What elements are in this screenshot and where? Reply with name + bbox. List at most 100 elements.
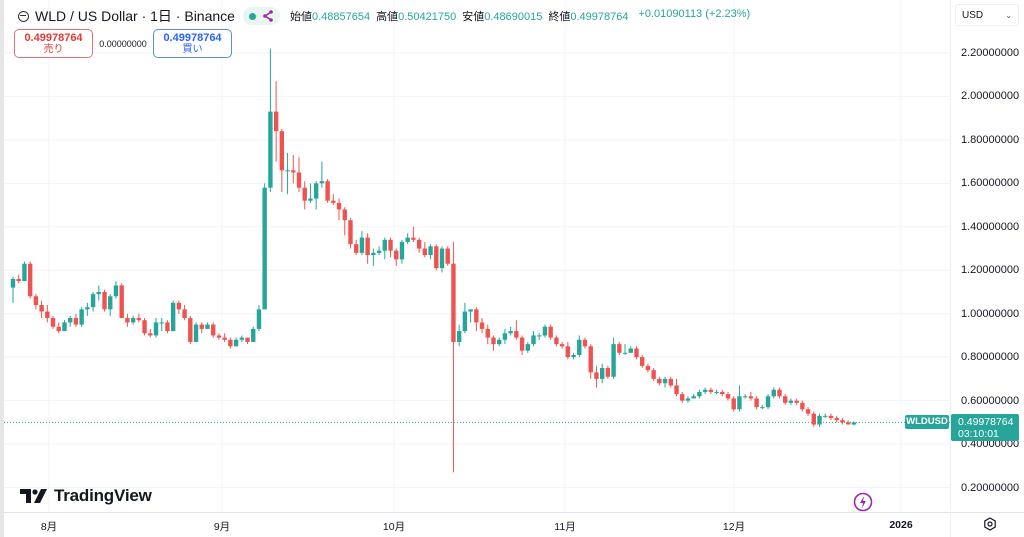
candle[interactable]: [651, 368, 656, 382]
candle[interactable]: [731, 396, 736, 412]
candle[interactable]: [382, 237, 387, 260]
candle[interactable]: [165, 320, 170, 334]
candle[interactable]: [559, 341, 565, 349]
candle[interactable]: [79, 307, 84, 327]
candle[interactable]: [537, 333, 542, 340]
candle[interactable]: [491, 335, 496, 351]
candle[interactable]: [279, 128, 285, 193]
candle[interactable]: [668, 376, 673, 388]
candle[interactable]: [22, 261, 27, 282]
candle[interactable]: [439, 246, 445, 273]
candle[interactable]: [85, 302, 90, 316]
candle[interactable]: [714, 389, 719, 395]
candle[interactable]: [125, 313, 130, 327]
candle[interactable]: [268, 48, 273, 193]
candle[interactable]: [108, 294, 113, 316]
candle[interactable]: [497, 337, 502, 347]
candle[interactable]: [388, 237, 393, 258]
candle[interactable]: [193, 322, 199, 342]
candle[interactable]: [605, 365, 611, 379]
candle[interactable]: [794, 398, 799, 405]
candle[interactable]: [96, 285, 101, 301]
candle[interactable]: [216, 333, 222, 340]
candle[interactable]: [725, 391, 731, 401]
candle[interactable]: [748, 391, 754, 401]
candle[interactable]: [657, 376, 662, 386]
candle[interactable]: [176, 300, 182, 314]
candle[interactable]: [302, 181, 307, 210]
status-pill[interactable]: [242, 7, 280, 25]
candle[interactable]: [394, 248, 399, 266]
candle[interactable]: [182, 305, 187, 321]
candle[interactable]: [737, 385, 742, 412]
candle[interactable]: [222, 333, 227, 342]
candle[interactable]: [685, 396, 691, 403]
candle[interactable]: [514, 320, 519, 340]
candle[interactable]: [548, 324, 553, 340]
candle[interactable]: [90, 291, 96, 312]
candle[interactable]: [777, 387, 782, 399]
candle[interactable]: [823, 413, 828, 419]
price-axis[interactable]: [950, 0, 1024, 510]
candle[interactable]: [68, 315, 73, 327]
candle[interactable]: [273, 81, 279, 162]
candle[interactable]: [485, 324, 490, 345]
candle[interactable]: [325, 178, 330, 203]
candle[interactable]: [571, 352, 576, 360]
candle[interactable]: [674, 378, 679, 397]
candle[interactable]: [622, 344, 628, 355]
candle[interactable]: [428, 244, 433, 260]
candle[interactable]: [251, 326, 256, 342]
candle[interactable]: [760, 404, 765, 410]
settings-icon[interactable]: [983, 517, 997, 531]
candle[interactable]: [119, 283, 124, 319]
candle[interactable]: [411, 226, 416, 242]
candle[interactable]: [479, 318, 485, 334]
candle[interactable]: [456, 324, 462, 347]
candle[interactable]: [451, 241, 456, 473]
sell-button[interactable]: 0.49978764 売り: [14, 29, 93, 58]
candle[interactable]: [113, 281, 119, 299]
candle[interactable]: [319, 161, 325, 188]
candle[interactable]: [771, 387, 776, 399]
candle[interactable]: [828, 413, 834, 421]
candle[interactable]: [840, 418, 845, 425]
candle[interactable]: [73, 313, 79, 327]
candle[interactable]: [136, 313, 142, 323]
candle[interactable]: [376, 246, 382, 256]
candle[interactable]: [788, 398, 794, 405]
candle[interactable]: [502, 328, 508, 345]
candle[interactable]: [634, 346, 639, 360]
candle[interactable]: [371, 248, 376, 266]
candle[interactable]: [399, 239, 405, 264]
candle[interactable]: [708, 387, 714, 395]
candle[interactable]: [170, 300, 176, 332]
candlestick-chart[interactable]: [4, 0, 950, 512]
candle[interactable]: [45, 305, 50, 323]
candle[interactable]: [416, 237, 422, 253]
candle[interactable]: [783, 394, 788, 405]
candle[interactable]: [519, 335, 525, 355]
candle[interactable]: [834, 415, 839, 423]
candle[interactable]: [262, 183, 267, 310]
candle[interactable]: [336, 198, 342, 221]
candle[interactable]: [405, 233, 410, 245]
candle[interactable]: [845, 420, 851, 425]
candle[interactable]: [754, 396, 759, 410]
candle[interactable]: [256, 305, 262, 332]
candle[interactable]: [10, 276, 16, 303]
candle[interactable]: [33, 294, 39, 310]
candle[interactable]: [691, 394, 696, 399]
candle[interactable]: [342, 207, 347, 236]
candle[interactable]: [542, 324, 548, 338]
candle[interactable]: [720, 389, 725, 397]
candle[interactable]: [468, 309, 473, 323]
candle[interactable]: [308, 183, 313, 203]
candle[interactable]: [680, 391, 685, 403]
candle[interactable]: [296, 157, 302, 193]
candle[interactable]: [811, 411, 816, 427]
candle[interactable]: [148, 328, 153, 338]
candle[interactable]: [594, 365, 599, 388]
candle[interactable]: [577, 335, 582, 358]
candle[interactable]: [331, 194, 336, 206]
